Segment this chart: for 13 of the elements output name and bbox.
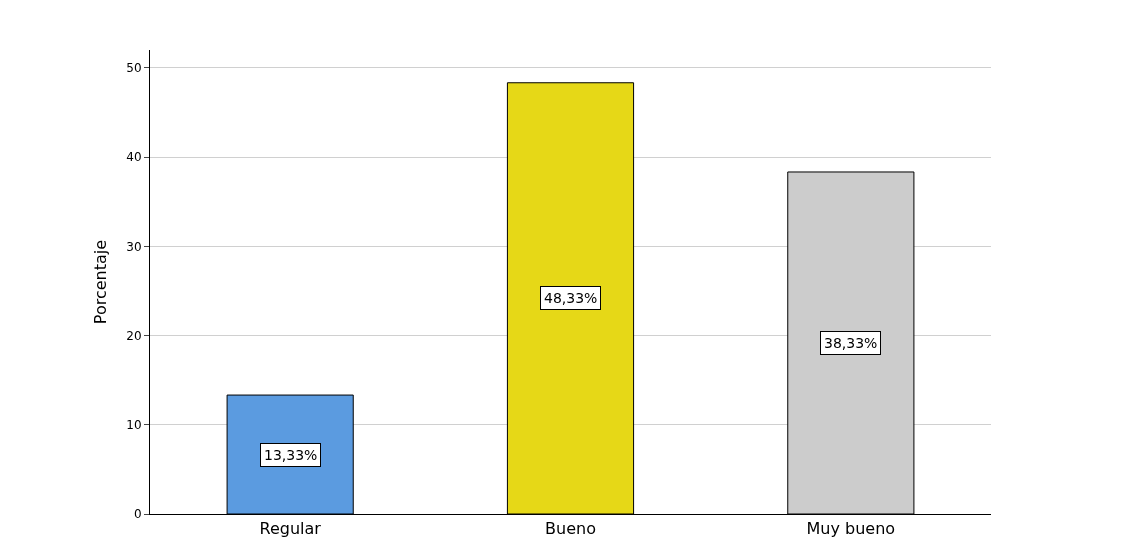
y-tick-label: 50: [126, 61, 142, 76]
y-tick-label: 30: [126, 239, 142, 254]
y-axis-title: Porcentaje: [91, 239, 111, 325]
x-tick-label: Regular: [259, 519, 322, 539]
data-label: 38,33%: [824, 335, 878, 351]
y-tick-label: 10: [126, 417, 142, 432]
y-tick-label: 40: [126, 150, 142, 165]
y-tick-label: 0: [133, 507, 142, 522]
data-label: 48,33%: [544, 290, 598, 306]
y-tick-label: 20: [126, 328, 142, 343]
x-tick-label: Muy bueno: [806, 519, 896, 539]
data-label: 13,33%: [264, 447, 318, 463]
x-tick-label: Bueno: [545, 519, 596, 539]
